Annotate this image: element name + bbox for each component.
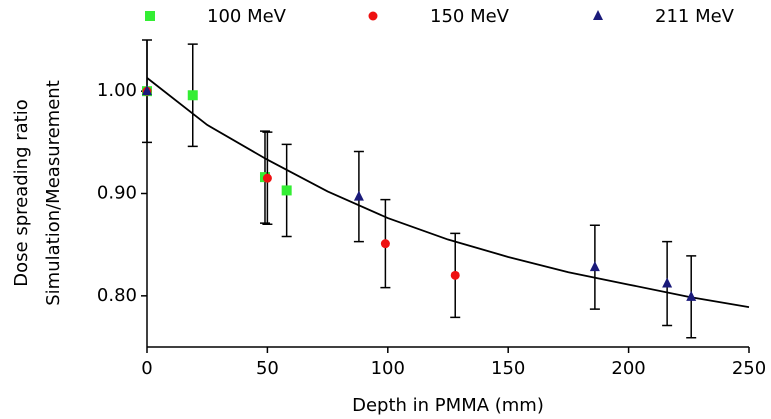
legend-marker xyxy=(368,11,378,21)
point xyxy=(686,290,697,301)
legend-marker xyxy=(593,10,603,20)
y-axis-label: Dose spreading ratio xyxy=(11,99,32,286)
point xyxy=(662,277,673,288)
point xyxy=(142,85,152,96)
y-tick-label: 0.90 xyxy=(97,183,137,204)
point xyxy=(353,190,364,201)
x-tick-label: 0 xyxy=(141,358,152,379)
point xyxy=(281,185,292,196)
x-tick-label: 100 xyxy=(371,358,405,379)
point xyxy=(380,239,390,249)
point xyxy=(589,261,600,272)
y-tick-label: 0.80 xyxy=(97,285,137,306)
x-tick-label: 150 xyxy=(491,358,525,379)
legend-label: 211 MeV xyxy=(655,6,735,27)
y-axis-label: Simulation/Measurement xyxy=(43,80,64,306)
x-tick-label: 50 xyxy=(256,358,279,379)
point xyxy=(187,90,198,101)
fit-curve xyxy=(146,77,750,308)
legend-marker xyxy=(145,11,155,21)
x-tick-label: 250 xyxy=(732,358,766,379)
y-tick-label: 1.00 xyxy=(97,80,137,101)
legend-label: 150 MeV xyxy=(430,6,510,27)
point xyxy=(262,173,272,183)
x-axis-label: Depth in PMMA (mm) xyxy=(352,395,544,416)
x-tick-label: 200 xyxy=(611,358,645,379)
point xyxy=(450,270,460,280)
legend-label: 100 MeV xyxy=(207,6,287,27)
